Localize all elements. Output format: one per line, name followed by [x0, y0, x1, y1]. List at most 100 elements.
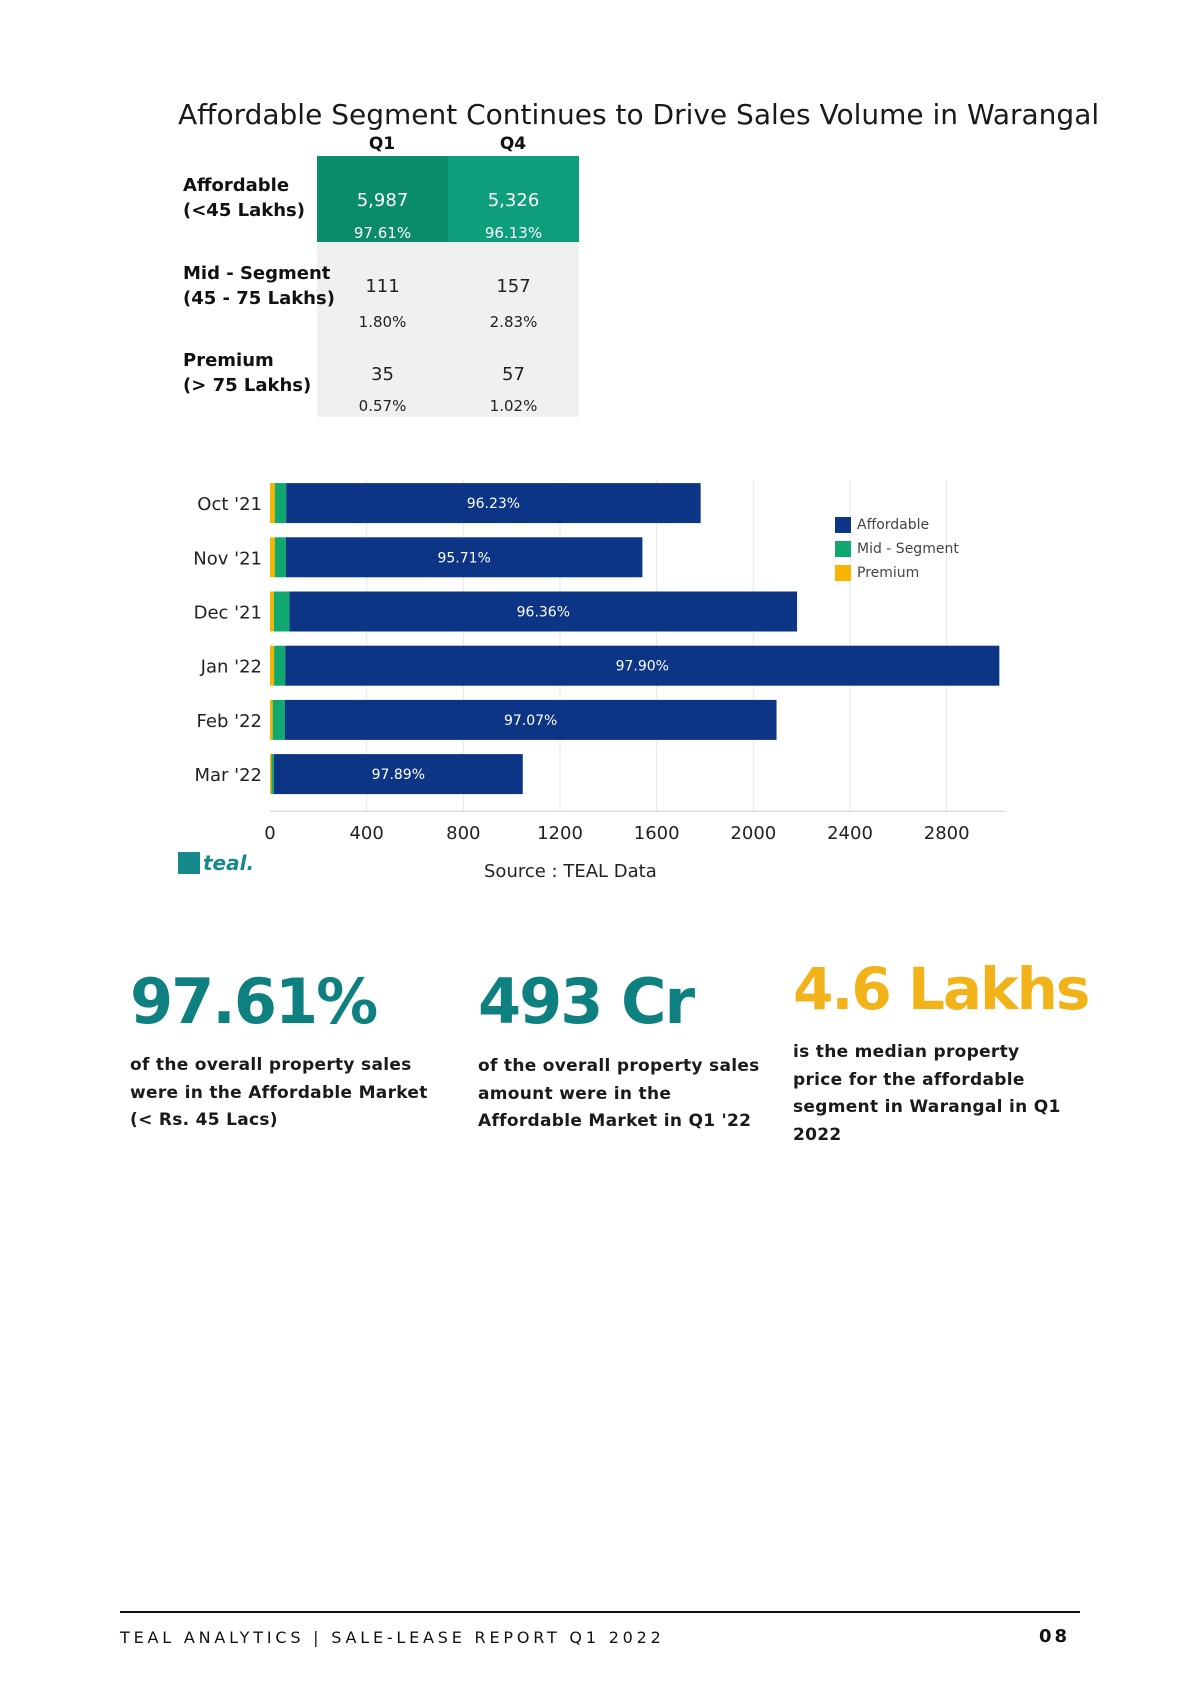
stat-desc-line: of the overall property sales	[478, 1056, 760, 1076]
legend-swatch	[835, 517, 851, 533]
stat-desc-line: (< Rs. 45 Lacs)	[130, 1110, 278, 1130]
cell-premium-q1: 35 0.57%	[317, 332, 448, 417]
y-category-label: Feb '22	[197, 711, 262, 732]
logo-text: teal.	[203, 851, 255, 875]
bar-segment-mid-segment	[273, 591, 290, 632]
row-label-line: Mid - Segment	[183, 263, 331, 284]
bar-segment-affordable	[273, 754, 523, 795]
stat-desc-sales-amount: of the overall property sales amount wer…	[478, 1053, 760, 1136]
stat-desc-line: is the median property	[793, 1042, 1020, 1062]
chart-legend: Affordable Mid - Segment Premium	[835, 513, 959, 585]
cell-affordable-q1-bg	[317, 156, 448, 242]
stat-desc-line: Affordable Market in Q1 '22	[478, 1111, 752, 1131]
cell-affordable-q4: 5,326 96.13%	[448, 156, 579, 242]
cell-value: 5,987	[356, 190, 409, 211]
x-tick-label: 800	[446, 823, 480, 844]
bar-data-label: 97.07%	[504, 713, 557, 729]
legend-label: Affordable	[857, 517, 930, 533]
legend-label: Mid - Segment	[857, 541, 959, 557]
table-header-q1: Q1	[368, 134, 396, 154]
legend-item-affordable: Affordable	[835, 513, 959, 537]
row-label-premium: Premium (> 75 Lakhs)	[183, 348, 311, 398]
bar-segment-mid-segment	[272, 699, 285, 740]
footer-page-number: 08	[1038, 1626, 1070, 1647]
x-tick-label: 2000	[730, 823, 776, 844]
y-category-label: Dec '21	[194, 603, 262, 624]
stat-value-median-price: 4.6 Lakhs	[793, 955, 1090, 1023]
bar-segment-premium	[270, 483, 275, 524]
row-label-line: (> 75 Lakhs)	[183, 375, 312, 396]
bar-data-label: 96.23%	[467, 496, 520, 512]
cell-percent: 97.61%	[353, 224, 412, 242]
cell-percent: 2.83%	[489, 313, 538, 331]
cell-percent: 1.02%	[489, 397, 538, 415]
logo-square-icon	[178, 852, 200, 874]
row-label-line: (<45 Lakhs)	[183, 200, 305, 221]
stat-desc-line: segment in Warangal in Q1	[793, 1097, 1061, 1117]
chart-source: Source : TEAL Data	[484, 861, 657, 882]
x-tick-label: 2800	[924, 823, 970, 844]
bar-segment-affordable	[285, 645, 1000, 686]
stat-desc-line: amount were in the	[478, 1083, 672, 1104]
bar-data-label: 95.71%	[437, 550, 490, 566]
cell-affordable-q1: 5,987 97.61%	[317, 156, 448, 242]
y-category-label: Oct '21	[197, 494, 262, 515]
y-category-label: Mar '22	[194, 765, 262, 786]
cell-value: 57	[502, 364, 525, 385]
bar-segment-mid-segment	[271, 754, 274, 795]
bar-segment-premium	[270, 699, 273, 740]
legend-label: Premium	[857, 565, 920, 581]
cell-percent: 96.13%	[484, 224, 543, 242]
stat-desc-line: 2022	[793, 1124, 842, 1145]
bar-segment-premium	[270, 754, 272, 795]
bar-segment-premium	[270, 591, 274, 632]
bar-segment-mid-segment	[274, 483, 287, 524]
page-title: Affordable Segment Continues to Drive Sa…	[178, 98, 1100, 131]
x-tick-label: 400	[349, 823, 383, 844]
cell-mid-q1: 111 1.80%	[317, 242, 448, 332]
x-tick-label: 1600	[634, 823, 680, 844]
stacked-bar-chart: 0 400 800 1200 1600 2000 2400 2800 Oct '21 96.23%…	[193, 480, 1005, 844]
row-label-line: (45 - 75 Lakhs)	[183, 288, 335, 309]
table-grey-bg	[317, 242, 579, 417]
legend-swatch	[835, 565, 851, 581]
y-category-label: Nov '21	[193, 548, 262, 569]
stat-desc-affordable-share: of the overall property sales were in th…	[130, 1052, 428, 1135]
bar-segment-premium	[270, 537, 275, 578]
bar-segment-mid-segment	[274, 645, 286, 686]
bar-data-label: 96.36%	[517, 605, 570, 621]
bar-segment-affordable	[286, 483, 701, 524]
stat-desc-median-price: is the median property price for the aff…	[793, 1039, 1061, 1149]
x-tick-label: 0	[264, 823, 275, 844]
stat-desc-line: were in the Affordable Market	[130, 1082, 428, 1103]
stat-value-sales-amount: 493 Cr	[478, 965, 695, 1038]
teal-logo: teal.	[178, 851, 254, 875]
bar-data-label: 97.90%	[616, 659, 669, 675]
stat-value-affordable-share: 97.61%	[130, 965, 378, 1038]
stat-desc-line: price for the affordable	[793, 1069, 1025, 1090]
cell-percent: 0.57%	[358, 397, 407, 415]
legend-item-mid-segment: Mid - Segment	[835, 537, 959, 561]
x-tick-label: 2400	[827, 823, 873, 844]
y-category-label: Jan '22	[200, 657, 262, 678]
cell-affordable-q4-bg	[448, 156, 579, 242]
stat-desc-line: of the overall property sales	[130, 1055, 412, 1075]
bar-segment-affordable	[284, 699, 777, 740]
footer-report-title: TEAL ANALYTICS | SALE-LEASE REPORT Q1 20…	[120, 1628, 665, 1647]
bar-segment-premium	[270, 645, 275, 686]
bar-data-label: 97.89%	[372, 767, 425, 783]
legend-swatch	[835, 541, 851, 557]
row-label-mid-segment: Mid - Segment (45 - 75 Lakhs)	[183, 261, 335, 311]
cell-value: 111	[365, 276, 400, 297]
cell-percent: 1.80%	[358, 313, 407, 331]
bar-segment-affordable	[285, 537, 643, 578]
bar-segment-mid-segment	[274, 537, 286, 578]
footer-divider	[120, 1611, 1080, 1613]
row-label-line: Premium	[183, 350, 274, 371]
cell-mid-q4: 157 2.83%	[448, 242, 579, 332]
bar-segment-affordable	[289, 591, 798, 632]
cell-value: 157	[496, 276, 531, 297]
cell-value: 35	[371, 364, 394, 385]
x-tick-label: 1200	[537, 823, 583, 844]
row-label-affordable: Affordable (<45 Lakhs)	[183, 173, 305, 223]
